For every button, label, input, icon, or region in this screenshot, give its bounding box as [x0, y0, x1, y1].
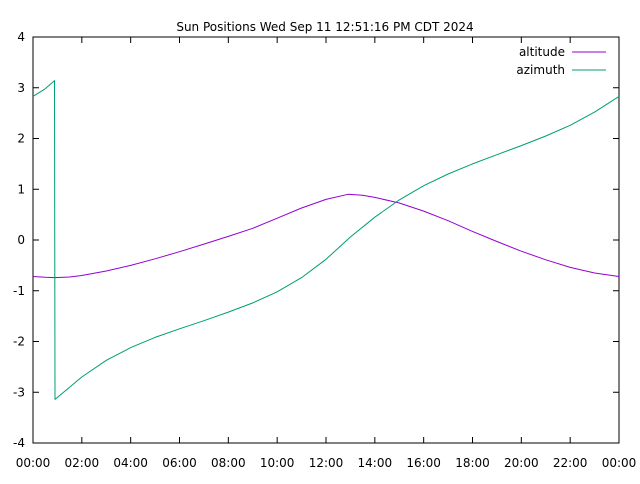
x-tick-label: 20:00 — [504, 456, 539, 470]
y-tick-label: 2 — [17, 132, 25, 146]
chart-title: Sun Positions Wed Sep 11 12:51:16 PM CDT… — [176, 20, 473, 34]
x-tick-label: 08:00 — [211, 456, 246, 470]
x-axis-ticks: 00:00 02:00 04:00 06:00 08:00 10:00 12:00 14:00… — [16, 37, 637, 470]
y-tick-label: -2 — [13, 335, 25, 349]
y-tick-label: 3 — [17, 81, 25, 95]
x-tick-label: 10:00 — [260, 456, 295, 470]
y-tick-label: -4 — [13, 436, 25, 450]
x-tick-label: 04:00 — [113, 456, 148, 470]
series-line-altitude — [32, 193, 620, 279]
x-tick-label: 12:00 — [309, 456, 344, 470]
legend-label-altitude: altitude — [519, 45, 565, 59]
plot-border — [32, 36, 620, 444]
legend-label-azimuth: azimuth — [516, 63, 565, 77]
legend: altitude azimuth — [516, 45, 606, 77]
x-tick-label: 18:00 — [455, 456, 490, 470]
x-tick-label: 02:00 — [65, 456, 100, 470]
y-tick-label: -1 — [13, 284, 25, 298]
y-tick-label: 1 — [17, 182, 25, 196]
x-tick-label: 14:00 — [358, 456, 393, 470]
x-tick-label: 06:00 — [162, 456, 197, 470]
series-line-azimuth — [32, 80, 620, 400]
y-tick-label: 0 — [17, 233, 25, 247]
y-axis-ticks: -4 -3 -2 -1 0 1 2 3 4 — [13, 30, 619, 450]
series-lines — [32, 80, 620, 400]
x-tick-label: 00:00 — [16, 456, 51, 470]
y-tick-label: -3 — [13, 385, 25, 399]
plot-frame — [32, 36, 620, 444]
x-tick-label: 22:00 — [553, 456, 588, 470]
x-tick-label: 16:00 — [406, 456, 441, 470]
x-tick-label: 00:00 — [602, 456, 637, 470]
y-tick-label: 4 — [17, 30, 25, 44]
